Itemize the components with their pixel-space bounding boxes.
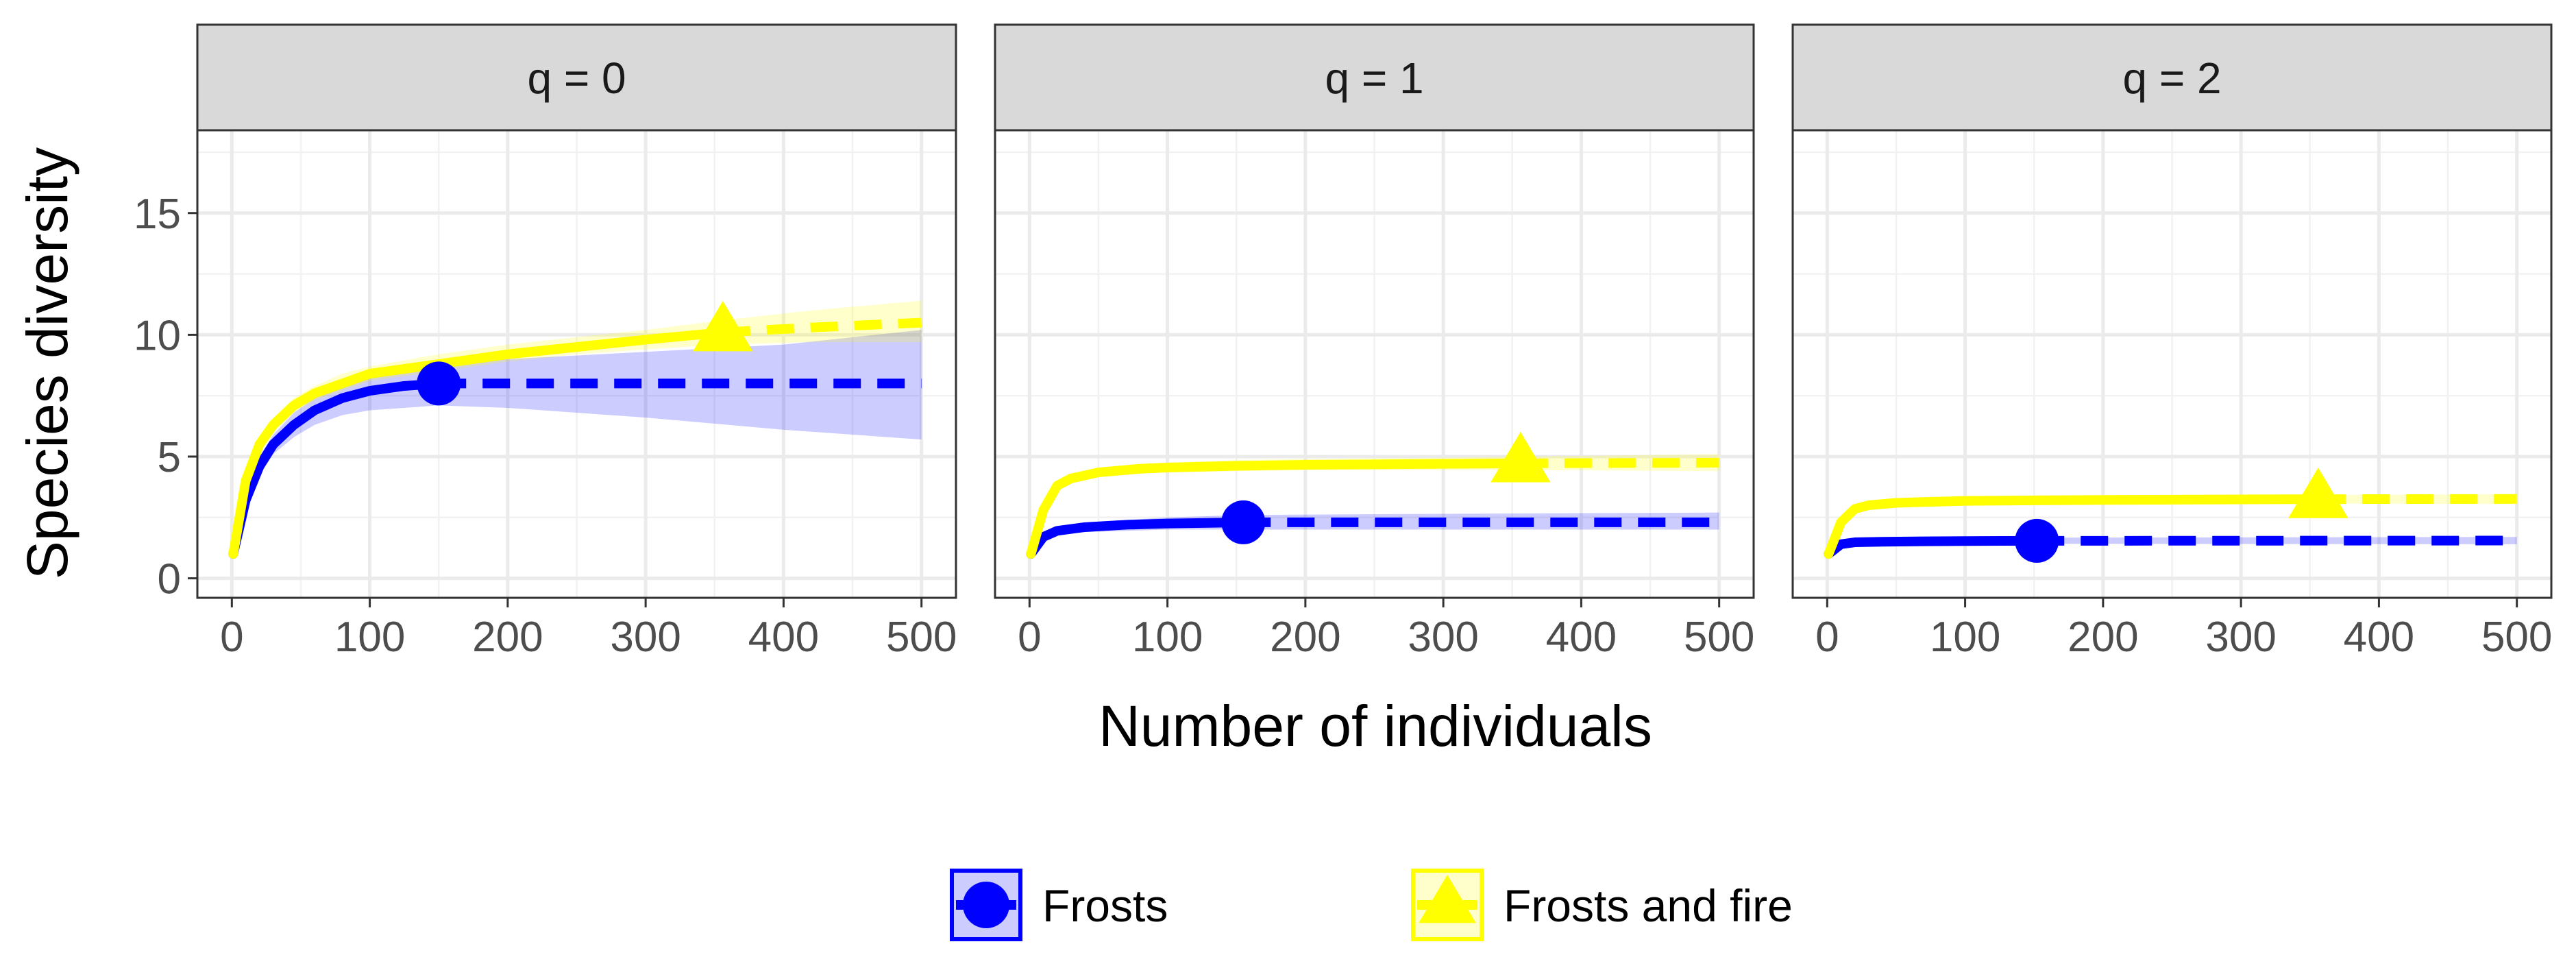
x-tick-label: 300 bbox=[1408, 614, 1478, 661]
y-tick-label: 5 bbox=[158, 434, 181, 481]
gridlines bbox=[1793, 130, 2551, 598]
x-tick-label: 500 bbox=[1684, 614, 1754, 661]
facet-strip bbox=[994, 23, 1755, 132]
x-tick-label: 500 bbox=[886, 614, 957, 661]
facet-strip-label: q = 0 bbox=[527, 53, 626, 103]
x-tick-label: 0 bbox=[220, 614, 243, 661]
frosts-and-fire-observed-point bbox=[1491, 431, 1551, 483]
frosts-rarefaction-line bbox=[1026, 517, 1249, 559]
legend-marker-frosts-and-fire bbox=[1419, 875, 1476, 923]
facet-strip-label: q = 2 bbox=[2122, 53, 2221, 103]
x-tick-label: 400 bbox=[1546, 614, 1617, 661]
x-tick-label: 300 bbox=[2205, 614, 2276, 661]
x-tick-label: 500 bbox=[2481, 614, 2552, 661]
legend-item-frosts-and-fire: Frosts and fire bbox=[1411, 869, 1793, 941]
x-tick-label: 300 bbox=[610, 614, 680, 661]
frosts-and-fire-extrapolation-line bbox=[722, 317, 922, 337]
panel-border bbox=[196, 129, 957, 599]
facet-strip bbox=[1791, 23, 2553, 132]
x-tick-label: 0 bbox=[1815, 614, 1839, 661]
frosts-observed-point bbox=[417, 361, 461, 406]
x-tick-label: 400 bbox=[2344, 614, 2414, 661]
legend-label-frosts: Frosts bbox=[1042, 880, 1168, 931]
x-axis-title: Number of individuals bbox=[1099, 694, 1652, 758]
frosts-and-fire-observed-point bbox=[2288, 468, 2348, 518]
frosts-and-fire-rarefaction-line bbox=[228, 327, 728, 559]
y-tick-label: 15 bbox=[134, 191, 181, 238]
legend-item-frosts: Frosts bbox=[950, 869, 1168, 941]
legend-label-frosts-and-fire: Frosts and fire bbox=[1504, 880, 1793, 931]
x-tick-label: 0 bbox=[1018, 614, 1041, 661]
facet-strip bbox=[196, 23, 957, 132]
frosts-observed-point bbox=[1221, 500, 1266, 544]
facet-panel-3: q = 2 0 100 200 300 400 500 bbox=[1791, 23, 2553, 661]
y-tick-label: 10 bbox=[134, 312, 181, 359]
x-tick-label: 100 bbox=[1930, 614, 2000, 661]
x-tick-label: 200 bbox=[472, 614, 543, 661]
y-axis: 0 5 10 15 bbox=[134, 191, 197, 603]
legend: Frosts Frosts and fire bbox=[950, 869, 1793, 941]
facet-panel-2: q = 1 0 100 200 300 400 500 bbox=[994, 23, 1755, 661]
gridlines bbox=[197, 130, 956, 598]
facet-strip-label: q = 1 bbox=[1325, 53, 1423, 103]
frosts-and-fire-rarefaction-line bbox=[1026, 458, 1525, 559]
panel-border bbox=[994, 129, 1755, 599]
frosts-and-fire-confidence-band bbox=[1031, 454, 1719, 555]
frosts-rarefaction-line bbox=[1824, 535, 2042, 559]
frosts-and-fire-observed-point bbox=[693, 300, 753, 352]
legend-marker-frosts bbox=[963, 882, 1009, 928]
y-tick-label: 0 bbox=[158, 556, 181, 603]
x-tick-label: 400 bbox=[748, 614, 819, 661]
x-tick-label: 200 bbox=[1270, 614, 1340, 661]
x-tick-label: 100 bbox=[334, 614, 405, 661]
frosts-observed-point bbox=[2015, 518, 2059, 563]
x-tick-label: 100 bbox=[1132, 614, 1203, 661]
y-axis-title: Species diversity bbox=[15, 147, 79, 579]
frosts-and-fire-rarefaction-line bbox=[1824, 494, 2323, 559]
facet-panel-1: q = 0 0 100 200 300 400 500 bbox=[196, 23, 957, 661]
frosts-rarefaction-line bbox=[228, 378, 444, 559]
panel-border bbox=[1791, 129, 2553, 599]
x-tick-label: 200 bbox=[2068, 614, 2138, 661]
facet-panels: q = 0 0 100 200 300 400 500 q = 1 0 100 200 300 400 5… bbox=[196, 23, 2553, 661]
